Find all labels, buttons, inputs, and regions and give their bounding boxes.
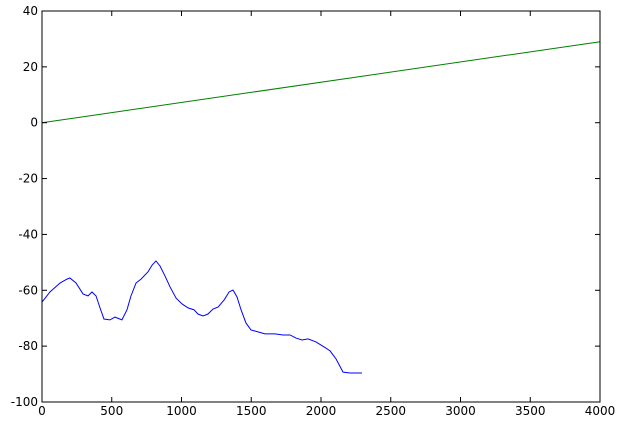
y-tick-label: -80 (18, 339, 38, 353)
y-tick-label: 0 (30, 116, 38, 130)
y-tick-label: -60 (18, 283, 38, 297)
x-tick-label: 3500 (515, 404, 546, 418)
x-tick-label: 1000 (166, 404, 197, 418)
x-tick-label: 2500 (375, 404, 406, 418)
x-tick-label: 0 (38, 404, 46, 418)
y-tick-label: -20 (18, 172, 38, 186)
x-tick-label: 3000 (445, 404, 476, 418)
line (41, 260, 363, 374)
x-tick-label: 2000 (306, 404, 337, 418)
x-tick-label: 500 (100, 404, 123, 418)
y-tick-label: 20 (23, 60, 38, 74)
line (41, 41, 601, 124)
y-tick-label: 40 (23, 4, 38, 18)
y-tick-label: -100 (11, 395, 38, 409)
x-tick-label: 4000 (585, 404, 616, 418)
x-tick-label: 1500 (236, 404, 267, 418)
y-tick-label: -40 (18, 227, 38, 241)
